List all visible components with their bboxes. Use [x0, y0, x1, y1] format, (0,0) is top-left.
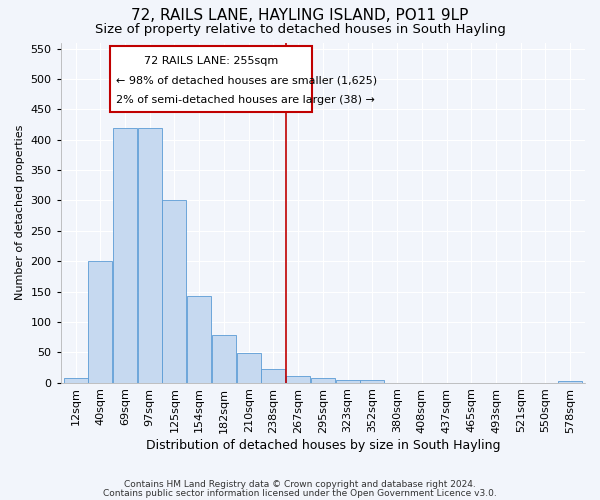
- Text: Contains public sector information licensed under the Open Government Licence v3: Contains public sector information licen…: [103, 488, 497, 498]
- X-axis label: Distribution of detached houses by size in South Hayling: Distribution of detached houses by size …: [146, 440, 500, 452]
- Bar: [286, 376, 310, 382]
- Text: 72, RAILS LANE, HAYLING ISLAND, PO11 9LP: 72, RAILS LANE, HAYLING ISLAND, PO11 9LP: [131, 8, 469, 22]
- Bar: [311, 378, 335, 382]
- Text: Size of property relative to detached houses in South Hayling: Size of property relative to detached ho…: [95, 22, 505, 36]
- Bar: [163, 200, 187, 382]
- Bar: [110, 46, 312, 112]
- Text: Contains HM Land Registry data © Crown copyright and database right 2024.: Contains HM Land Registry data © Crown c…: [124, 480, 476, 489]
- Bar: [64, 378, 88, 382]
- Text: 2% of semi-detached houses are larger (38) →: 2% of semi-detached houses are larger (3…: [116, 95, 375, 105]
- Y-axis label: Number of detached properties: Number of detached properties: [15, 125, 25, 300]
- Bar: [187, 296, 211, 382]
- Bar: [212, 334, 236, 382]
- Text: ← 98% of detached houses are smaller (1,625): ← 98% of detached houses are smaller (1,…: [116, 76, 377, 86]
- Text: 72 RAILS LANE: 255sqm: 72 RAILS LANE: 255sqm: [144, 56, 278, 66]
- Bar: [236, 353, 260, 382]
- Bar: [138, 128, 162, 382]
- Bar: [113, 128, 137, 382]
- Bar: [361, 380, 385, 382]
- Bar: [335, 380, 359, 382]
- Bar: [262, 368, 286, 382]
- Bar: [88, 261, 112, 382]
